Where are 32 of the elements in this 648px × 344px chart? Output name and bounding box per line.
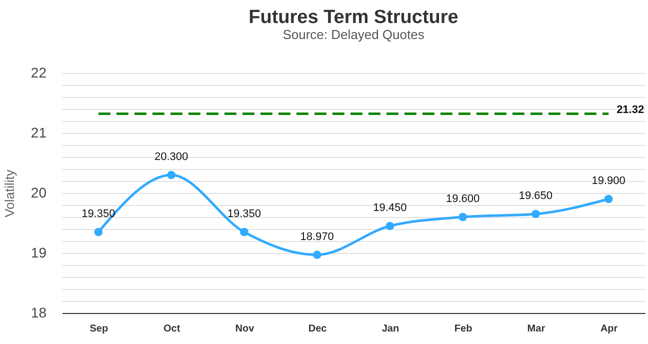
ref-line-label: 21.32 bbox=[616, 104, 644, 116]
x-tick-label: Jan bbox=[382, 324, 400, 334]
x-tick-label: Oct bbox=[163, 324, 181, 334]
y-tick-label: 19 bbox=[30, 244, 47, 260]
data-label: 19.900 bbox=[592, 175, 626, 187]
x-tick-label: Nov bbox=[235, 324, 255, 334]
point bbox=[604, 194, 613, 204]
point bbox=[386, 222, 394, 230]
y-tick-label: 22 bbox=[30, 64, 47, 80]
data-label: 19.650 bbox=[518, 190, 553, 202]
x-tick-label: Feb bbox=[454, 324, 472, 334]
x-tick-label: Sep bbox=[90, 324, 108, 334]
point bbox=[312, 250, 322, 259]
x-tick-label: Mar bbox=[527, 324, 546, 334]
y-tick-label: 18 bbox=[30, 304, 47, 320]
x-tick-label: Dec bbox=[308, 324, 328, 334]
point bbox=[532, 210, 540, 218]
y-tick-label: 20 bbox=[30, 184, 47, 200]
data-label: 20.300 bbox=[154, 151, 188, 163]
chart-title: Futures Term Structure bbox=[248, 7, 458, 28]
point bbox=[458, 212, 467, 222]
point bbox=[94, 228, 103, 236]
data-label: 19.450 bbox=[373, 202, 407, 214]
data-label: 18.970 bbox=[300, 230, 334, 243]
chart-subtitle: Source: Delayed Quotes bbox=[282, 27, 425, 42]
data-label: 19.350 bbox=[227, 208, 262, 220]
point bbox=[240, 228, 248, 236]
y-tick-label: 21 bbox=[30, 124, 47, 140]
x-tick-label: Apr bbox=[600, 324, 618, 334]
point bbox=[167, 170, 176, 180]
y-axis-title: Volatility bbox=[2, 169, 17, 218]
data-label: 19.600 bbox=[446, 193, 480, 205]
